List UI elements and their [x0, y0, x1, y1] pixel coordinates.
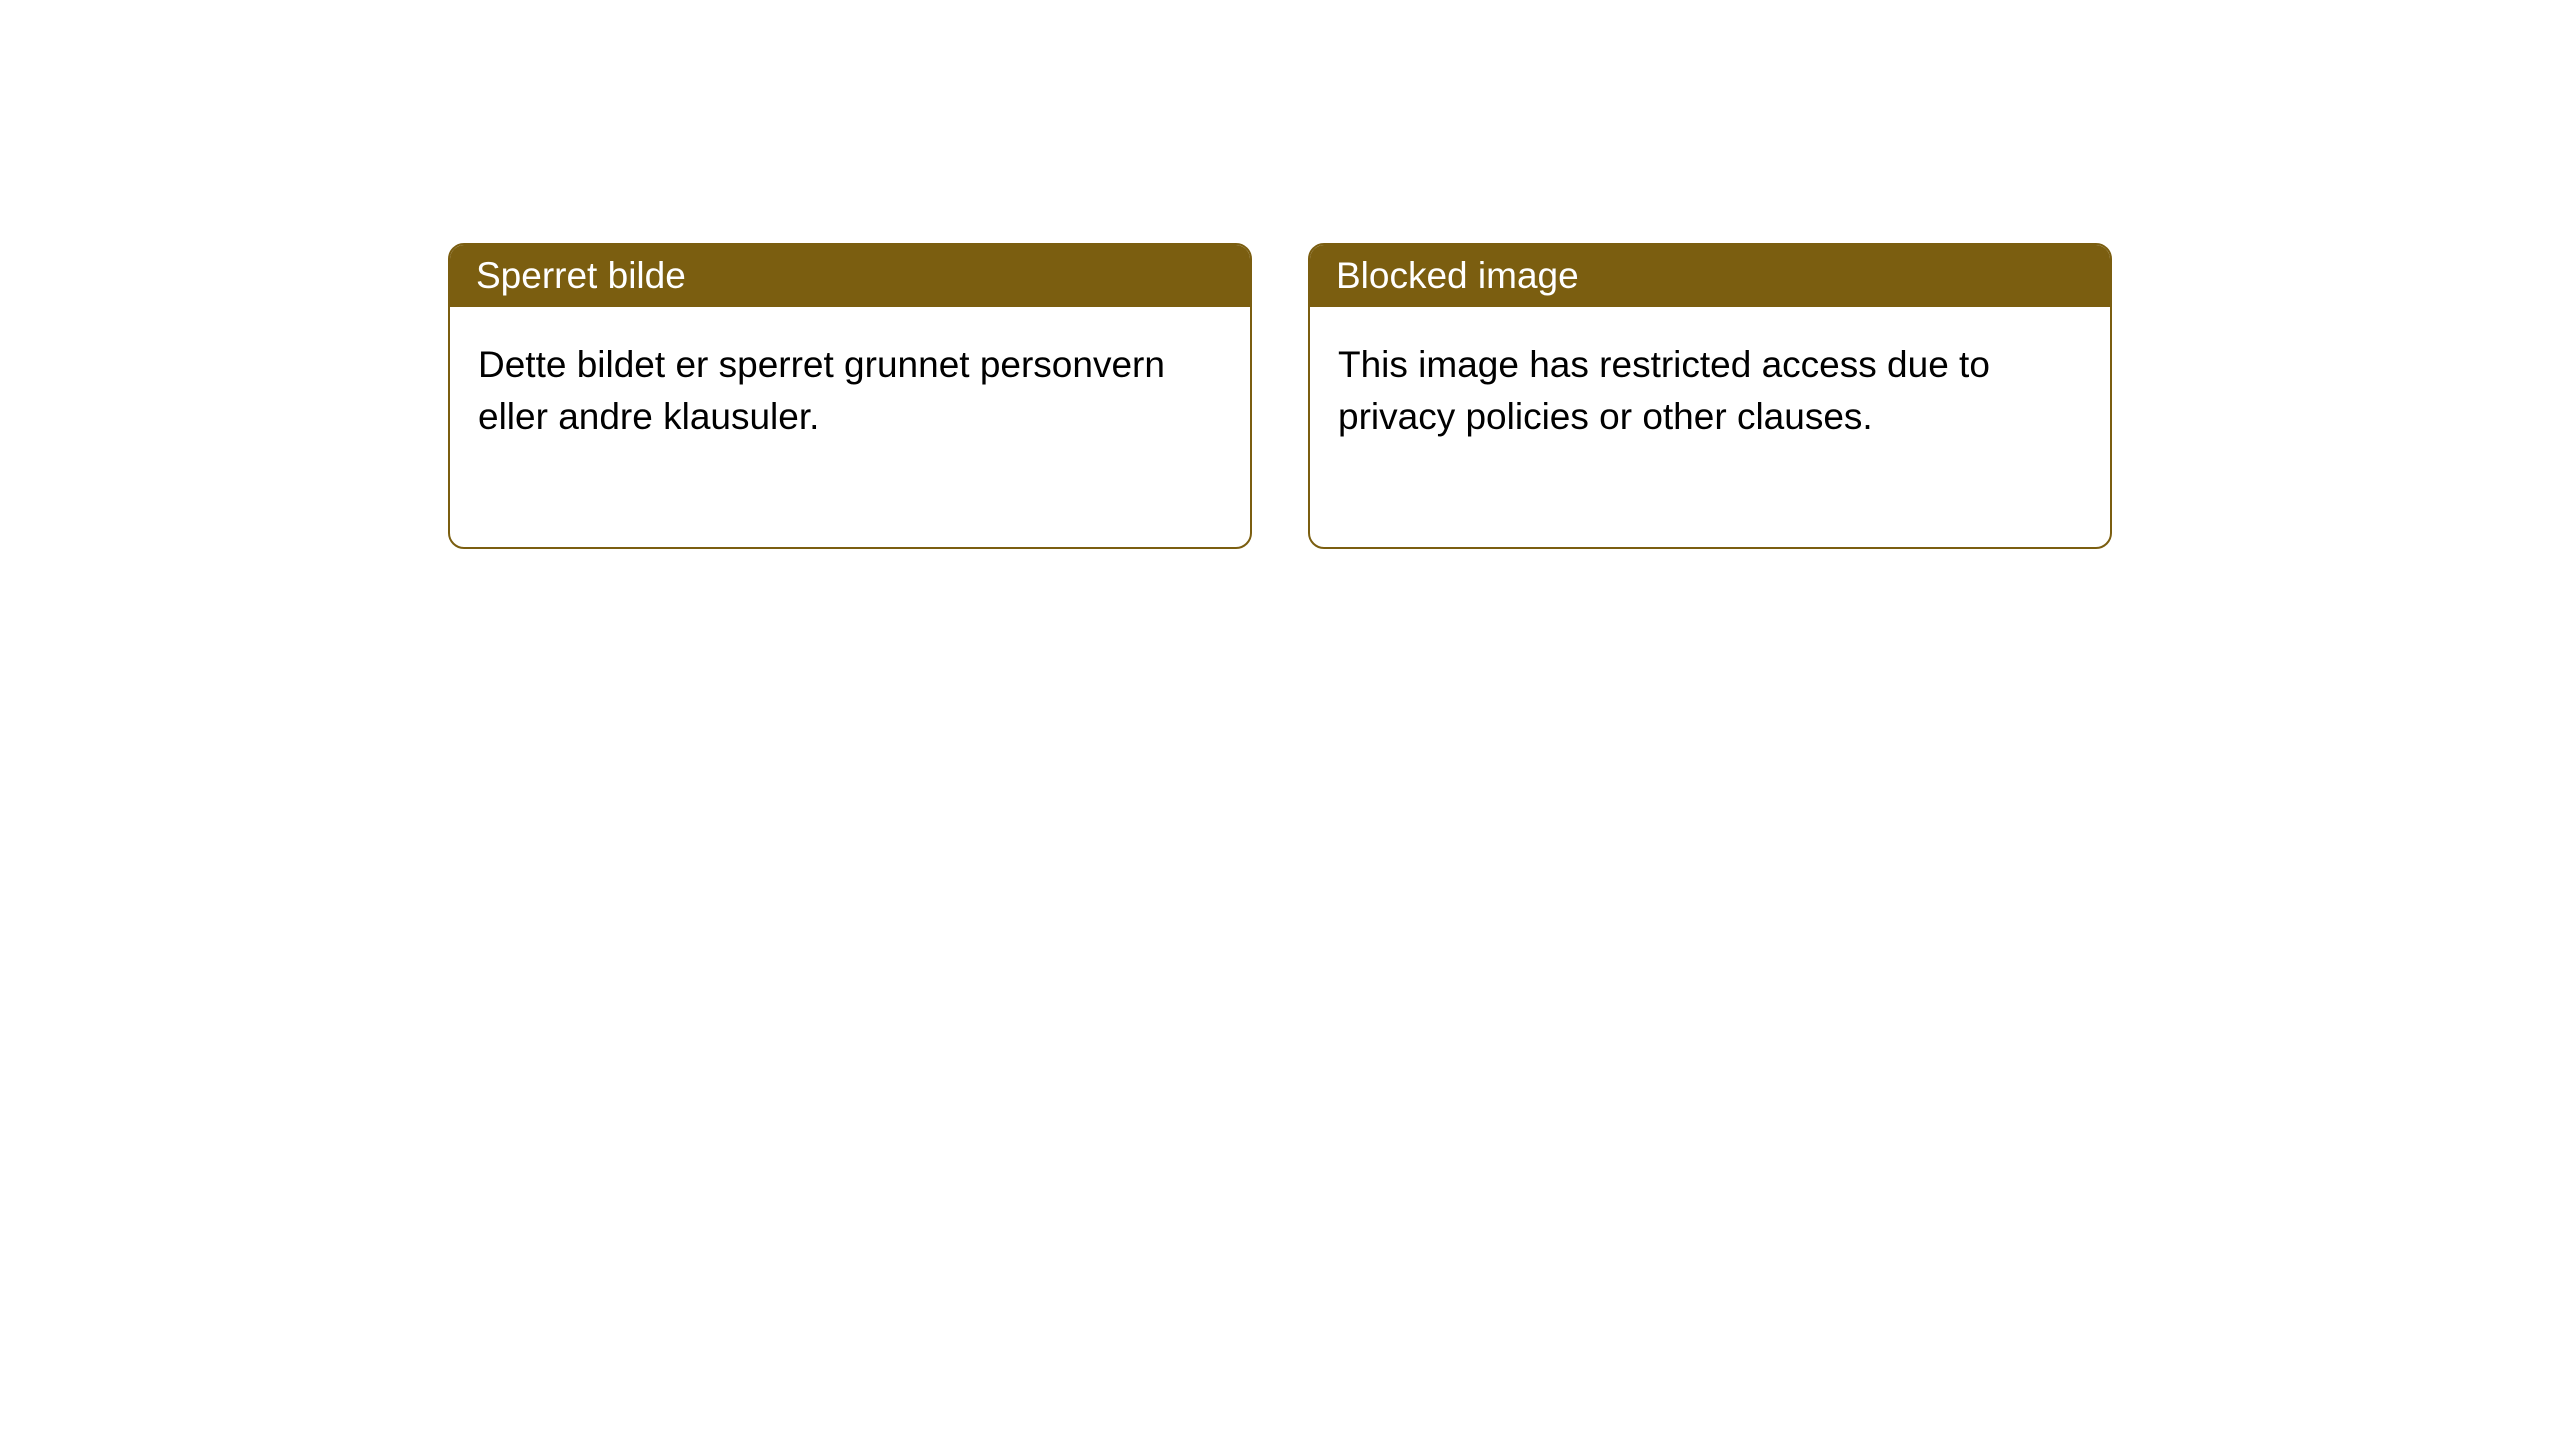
notice-header: Sperret bilde	[450, 245, 1250, 307]
notice-header: Blocked image	[1310, 245, 2110, 307]
notice-title: Blocked image	[1336, 255, 1579, 296]
notice-body-text: Dette bildet er sperret grunnet personve…	[478, 344, 1165, 437]
notice-title: Sperret bilde	[476, 255, 686, 296]
notice-body: This image has restricted access due to …	[1310, 307, 2110, 547]
notice-body: Dette bildet er sperret grunnet personve…	[450, 307, 1250, 547]
notice-body-text: This image has restricted access due to …	[1338, 344, 1990, 437]
notice-box-english: Blocked image This image has restricted …	[1308, 243, 2112, 549]
notice-box-norwegian: Sperret bilde Dette bildet er sperret gr…	[448, 243, 1252, 549]
notice-container: Sperret bilde Dette bildet er sperret gr…	[0, 0, 2560, 549]
